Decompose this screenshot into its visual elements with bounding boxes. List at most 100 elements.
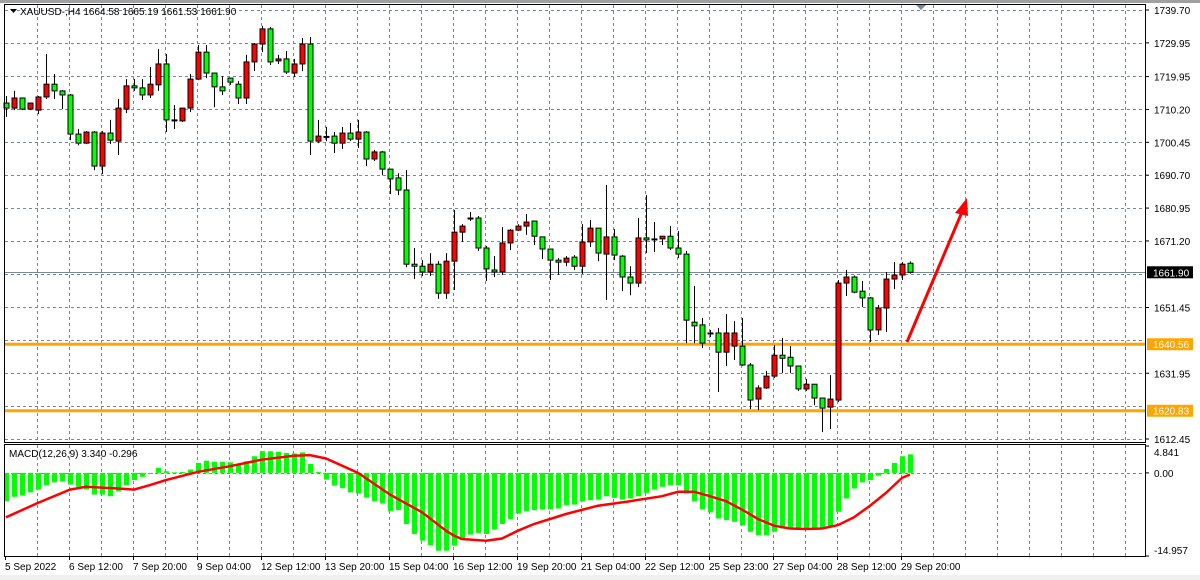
candle-bullish — [11, 97, 18, 109]
macd-histogram-bar — [340, 472, 345, 489]
current-price-label: 1661.90 — [1153, 268, 1190, 279]
macd-histogram-bar — [452, 472, 457, 546]
macd-histogram-bar — [676, 472, 681, 486]
candle-bullish — [179, 107, 186, 122]
macd-histogram-bar — [308, 464, 313, 473]
candle-bullish — [371, 151, 378, 160]
candle-bullish — [515, 225, 522, 231]
macd-histogram-bar — [868, 472, 873, 481]
macd-histogram-bar — [756, 472, 761, 536]
time-label: 7 Sep 20:00 — [133, 562, 187, 573]
price-label: 1700.45 — [1154, 138, 1191, 149]
price-label: 1612.45 — [1154, 435, 1191, 446]
candle-bearish — [419, 265, 426, 273]
candle-bearish — [379, 151, 386, 170]
candle-bearish — [219, 86, 226, 92]
macd-histogram-bar — [356, 472, 361, 494]
triangle-down-icon[interactable] — [10, 9, 17, 13]
macd-histogram-bar — [468, 472, 473, 535]
macd-histogram-bar — [164, 471, 169, 473]
macd-histogram-bar — [388, 472, 393, 511]
arrow-up-icon[interactable] — [955, 198, 968, 216]
candle-bullish — [27, 102, 34, 110]
candle-bearish — [395, 177, 402, 191]
time-label: 9 Sep 04:00 — [197, 562, 251, 573]
red-arrow-shaft[interactable] — [905, 211, 964, 343]
candle-bearish — [475, 217, 482, 249]
candle-bullish — [43, 83, 50, 98]
macd-histogram-bar — [836, 472, 841, 512]
macd-histogram-bar — [436, 472, 441, 551]
candle-bearish — [795, 365, 802, 390]
candle-bearish — [595, 227, 602, 254]
candle-bearish — [851, 276, 858, 293]
candle-bullish — [763, 375, 770, 389]
top-border — [0, 0, 1200, 3]
candle-bearish — [387, 168, 394, 180]
macd-histogram-bar — [524, 472, 529, 511]
candle-bullish — [451, 231, 458, 262]
macd-histogram-bar — [612, 472, 617, 498]
candle-bearish — [307, 43, 314, 142]
macd-histogram-bar — [556, 472, 561, 509]
time-label: 21 Sep 04:00 — [581, 562, 641, 573]
candle-bullish — [259, 28, 266, 45]
macd-histogram-bar — [628, 472, 633, 499]
macd-histogram-bar — [508, 472, 513, 520]
time-axis[interactable]: 5 Sep 2022 6 Sep 12:00 7 Sep 20:00 9 Sep 04… — [5, 556, 961, 573]
macd-histogram-bar — [900, 456, 905, 473]
candle-bullish — [587, 227, 594, 243]
macd-axis-label: 4.841 — [1154, 448, 1179, 459]
time-label: 12 Sep 12:00 — [261, 562, 321, 573]
candle-bullish — [35, 96, 42, 111]
macd-histogram-bar — [500, 472, 505, 525]
candle-bullish — [899, 263, 906, 276]
macd-histogram-bar — [212, 461, 217, 473]
horizontal-levels[interactable] — [5, 342, 1145, 413]
macd-histogram-bar — [348, 472, 353, 493]
time-label: 27 Sep 04:00 — [773, 562, 833, 573]
time-label: 29 Sep 20:00 — [901, 562, 961, 573]
time-label: 28 Sep 12:00 — [837, 562, 897, 573]
bottom-border — [0, 575, 1200, 580]
macd-histogram-bar — [92, 472, 97, 495]
level-price-label: 1640.56 — [1153, 340, 1190, 351]
price-axis[interactable]: 1739.70 1729.95 1719.95 1710.20 1700.45 1690.… — [1145, 6, 1193, 557]
candle-bullish — [875, 307, 882, 331]
macd-histogram-bar — [20, 472, 25, 496]
time-label: 5 Sep 2022 — [5, 562, 57, 573]
candle-bearish — [651, 238, 658, 241]
macd-histogram-bar — [108, 472, 113, 497]
candle-bearish — [859, 290, 866, 299]
macd-histogram-bar — [204, 460, 209, 473]
candle-bullish — [499, 242, 506, 273]
candle-bearish — [75, 133, 82, 144]
candle-bullish — [123, 85, 130, 110]
macd-axis-label: -14.957 — [1154, 546, 1188, 557]
candle-bearish — [779, 354, 786, 359]
macd-histogram-bar — [684, 472, 689, 494]
macd-histogram-bar — [876, 472, 881, 476]
price-label: 1631.95 — [1154, 369, 1191, 380]
macd-signal-line — [5, 453, 911, 542]
macd-histogram-bar — [516, 472, 521, 514]
candle-bearish — [107, 132, 114, 141]
macd-histogram-bar — [492, 472, 497, 530]
candle-bullish — [827, 398, 834, 408]
chart-shift-marker-icon[interactable] — [916, 5, 926, 10]
macd-histogram-bar — [540, 472, 545, 510]
candle-bearish — [739, 345, 746, 366]
candle-bearish — [363, 131, 370, 160]
candle-bearish — [163, 63, 170, 121]
candle-bullish — [843, 276, 850, 284]
candle-bearish — [683, 253, 690, 321]
candle-bearish — [323, 135, 330, 138]
macd-histogram-bar — [812, 472, 817, 529]
macd-histogram-bar — [36, 472, 41, 490]
macd-histogram-bar — [764, 472, 769, 536]
candle-bearish — [675, 247, 682, 255]
macd-histogram-bar — [236, 464, 241, 473]
macd-histogram-bar — [708, 472, 713, 513]
macd-histogram-bar — [804, 472, 809, 529]
